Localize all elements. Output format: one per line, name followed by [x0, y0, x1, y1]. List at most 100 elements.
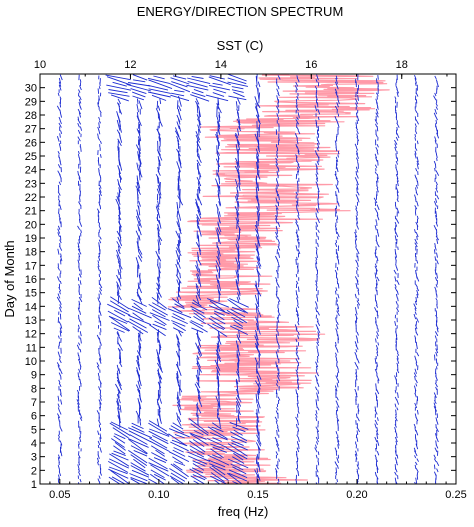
direction-vector — [256, 306, 257, 313]
direction-vector — [59, 157, 60, 162]
direction-vector — [173, 423, 183, 429]
direction-vector — [99, 240, 101, 244]
direction-vector — [297, 424, 298, 428]
direction-vector — [139, 100, 142, 109]
y-tick-label: 4 — [31, 438, 37, 450]
direction-vector — [297, 448, 299, 453]
direction-vector — [435, 168, 436, 171]
direction-vector — [277, 407, 279, 410]
direction-vector — [357, 469, 358, 472]
direction-vector — [192, 76, 204, 78]
direction-vector — [79, 158, 80, 162]
direction-vector — [115, 442, 126, 450]
direction-vector — [160, 99, 161, 104]
direction-vector — [108, 93, 129, 97]
direction-vector — [395, 397, 397, 400]
direction-vector — [59, 359, 61, 363]
direction-vector — [257, 409, 258, 415]
direction-vector — [219, 211, 220, 216]
direction-vector — [97, 362, 99, 366]
direction-vector — [336, 468, 337, 474]
direction-vector — [58, 249, 59, 255]
direction-vector — [58, 404, 59, 408]
direction-vector — [395, 321, 396, 326]
y-tick-label: 21 — [25, 206, 37, 218]
direction-vector — [316, 366, 317, 369]
direction-vector — [336, 144, 337, 148]
direction-vector — [358, 274, 359, 277]
y-tick-label: 10 — [25, 356, 37, 368]
direction-vector — [416, 359, 417, 363]
direction-vector — [398, 392, 399, 398]
direction-vector — [316, 324, 319, 329]
direction-vector — [277, 427, 279, 432]
direction-vector — [118, 179, 120, 187]
direction-vector — [435, 383, 437, 387]
direction-vector — [98, 441, 100, 445]
direction-vector — [315, 448, 317, 453]
direction-vector — [277, 329, 278, 332]
direction-vector — [336, 356, 337, 360]
direction-vector — [358, 192, 360, 195]
direction-vector — [376, 147, 378, 151]
direction-vector — [436, 182, 437, 185]
direction-vector — [177, 259, 178, 264]
direction-vector — [417, 410, 418, 415]
direction-vector — [436, 352, 437, 356]
direction-vector — [180, 273, 181, 278]
direction-vector — [58, 407, 59, 410]
direction-vector — [336, 240, 337, 243]
direction-vector — [436, 103, 438, 106]
direction-vector — [435, 256, 436, 260]
direction-vector — [100, 185, 101, 189]
direction-vector — [160, 146, 161, 152]
direction-vector — [157, 399, 158, 405]
direction-vector — [171, 78, 190, 84]
direction-vector — [120, 272, 121, 279]
direction-vector — [317, 297, 318, 301]
direction-vector — [356, 414, 357, 418]
direction-vector — [338, 294, 339, 298]
direction-vector — [375, 437, 377, 442]
direction-vector — [434, 96, 437, 101]
x2-tick-label: 10 — [34, 59, 46, 71]
direction-vector — [318, 452, 319, 456]
direction-vector — [335, 243, 336, 247]
direction-vector — [278, 297, 280, 302]
direction-vector — [436, 284, 437, 287]
y-tick-label: 27 — [25, 124, 37, 136]
direction-vector — [296, 290, 297, 295]
x-tick-label: 0.10 — [148, 489, 169, 501]
direction-vector — [376, 124, 377, 127]
direction-vector — [397, 455, 398, 459]
direction-vector — [416, 478, 417, 484]
direction-vector — [296, 281, 298, 284]
direction-vector — [257, 74, 258, 81]
direction-vector — [396, 161, 398, 165]
direction-vector — [133, 327, 144, 335]
direction-vector — [377, 151, 378, 155]
direction-vector — [195, 384, 200, 393]
direction-vector — [60, 281, 61, 284]
direction-vector — [377, 427, 378, 431]
direction-vector — [133, 96, 144, 100]
direction-vector — [356, 194, 358, 199]
direction-vector — [99, 130, 100, 134]
direction-vector — [173, 450, 185, 456]
direction-vector — [416, 270, 417, 274]
direction-vector — [337, 366, 338, 370]
direction-vector — [395, 235, 396, 240]
x2-tick-label: 16 — [305, 59, 317, 71]
direction-vector — [377, 144, 379, 147]
direction-vector — [415, 130, 417, 133]
direction-vector — [213, 93, 224, 97]
y-tick-label: 9 — [31, 370, 37, 382]
direction-vector — [395, 249, 396, 255]
direction-vector — [315, 301, 316, 304]
direction-vector — [277, 171, 278, 175]
direction-vector — [397, 363, 398, 366]
direction-vector — [78, 325, 79, 329]
direction-vector — [78, 472, 80, 476]
direction-vector — [117, 111, 119, 119]
